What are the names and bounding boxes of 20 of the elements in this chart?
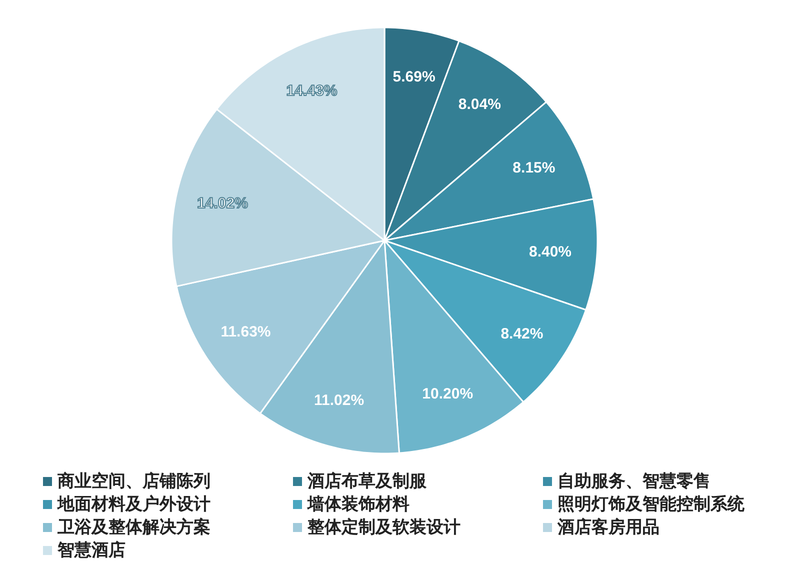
legend-label: 酒店布草及制服 xyxy=(306,472,428,492)
legend-label: 墙体装饰材料 xyxy=(306,494,410,514)
data-label: 11.63% xyxy=(220,323,271,340)
data-label: 8.15% xyxy=(512,159,556,176)
legend-label: 地面材料及户外设计 xyxy=(56,494,210,514)
legend-label: 商业空间、店铺陈列 xyxy=(56,472,210,492)
legend-label: 自助服务、智慧零售 xyxy=(558,472,710,492)
legend-label: 酒店客房用品 xyxy=(556,518,660,538)
data-label: 8.42% xyxy=(500,325,544,342)
legend-label: 照明灯饰及智能控制系统 xyxy=(558,494,746,514)
data-label: 5.69% xyxy=(392,68,436,86)
legend-label: 卫浴及整体解决方案 xyxy=(56,516,210,538)
data-label: 10.20% xyxy=(422,386,474,403)
data-label: 8.40% xyxy=(528,243,572,260)
data-label: 14.43% xyxy=(286,82,338,100)
data-label: 8.04% xyxy=(458,96,501,113)
legend-label: 智慧酒店 xyxy=(56,540,126,560)
legend-label: 整体定制及软装设计 xyxy=(306,518,460,538)
data-label: 14.02% xyxy=(197,195,248,212)
data-label: 11.02% xyxy=(314,392,364,409)
